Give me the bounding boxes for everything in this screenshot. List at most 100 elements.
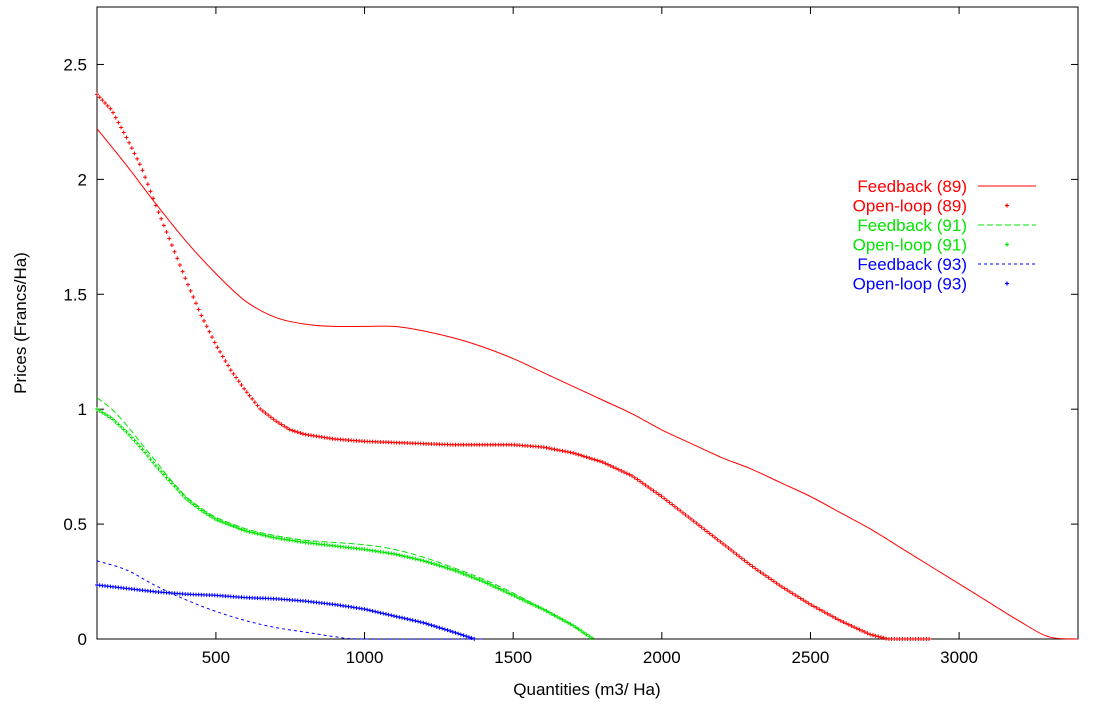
data-point bbox=[854, 626, 859, 631]
data-point bbox=[817, 607, 822, 612]
x-tick-label: 2000 bbox=[643, 648, 681, 667]
data-point bbox=[881, 635, 886, 640]
data-point bbox=[429, 561, 434, 566]
data-point bbox=[678, 508, 683, 513]
data-point bbox=[803, 599, 808, 604]
data-point bbox=[434, 562, 439, 567]
data-point bbox=[589, 636, 594, 641]
data-point bbox=[541, 607, 546, 612]
data-point bbox=[279, 422, 284, 427]
data-point bbox=[236, 379, 241, 384]
data-point bbox=[466, 573, 471, 578]
data-point bbox=[456, 569, 461, 574]
legend-marker bbox=[1005, 203, 1009, 208]
data-point bbox=[552, 613, 557, 618]
data-point bbox=[472, 636, 477, 641]
legend-label: Open-loop (89) bbox=[853, 197, 967, 216]
data-point bbox=[177, 263, 182, 268]
data-point bbox=[718, 539, 723, 544]
legend-marker bbox=[1005, 242, 1009, 247]
data-point bbox=[437, 563, 442, 568]
data-point bbox=[632, 475, 637, 480]
data-point bbox=[156, 466, 161, 471]
data-point bbox=[397, 615, 402, 620]
data-point bbox=[143, 450, 148, 455]
data-point bbox=[223, 521, 228, 526]
data-point bbox=[255, 403, 260, 408]
data-point bbox=[699, 525, 704, 530]
data-point bbox=[95, 92, 99, 97]
data-point bbox=[450, 629, 455, 634]
data-point bbox=[589, 456, 594, 461]
data-point bbox=[466, 635, 471, 640]
data-point bbox=[301, 431, 306, 436]
data-point bbox=[386, 612, 391, 617]
data-point bbox=[747, 562, 752, 567]
data-point bbox=[394, 552, 399, 557]
data-point bbox=[413, 618, 418, 623]
data-point bbox=[477, 578, 482, 583]
data-point bbox=[592, 457, 597, 462]
data-point bbox=[696, 523, 701, 528]
data-point bbox=[207, 513, 212, 518]
data-point bbox=[129, 435, 134, 440]
data-point bbox=[105, 413, 110, 418]
data-point bbox=[876, 634, 881, 639]
data-point bbox=[552, 447, 557, 452]
plot-frame bbox=[96, 6, 1079, 640]
data-point bbox=[694, 521, 699, 526]
data-point bbox=[691, 519, 696, 524]
data-point bbox=[579, 453, 584, 458]
data-point bbox=[421, 620, 426, 625]
data-point bbox=[432, 561, 437, 566]
data-point bbox=[581, 454, 586, 459]
data-point bbox=[739, 556, 744, 561]
x-axis-label: Quantities (m3/ Ha) bbox=[513, 680, 660, 699]
data-point bbox=[268, 534, 273, 539]
data-point bbox=[220, 354, 225, 359]
data-point bbox=[766, 575, 771, 580]
legend-label: Feedback (89) bbox=[857, 177, 967, 196]
data-point bbox=[218, 349, 223, 354]
data-point bbox=[175, 487, 180, 492]
data-point bbox=[565, 620, 570, 625]
y-tick-label: 0.5 bbox=[63, 515, 87, 534]
data-point bbox=[498, 587, 503, 592]
data-point bbox=[250, 396, 255, 401]
data-point bbox=[169, 481, 174, 486]
data-point bbox=[148, 457, 153, 462]
data-point bbox=[244, 390, 249, 395]
data-point bbox=[185, 282, 190, 287]
data-point bbox=[111, 417, 116, 422]
data-point bbox=[873, 633, 878, 638]
data-point bbox=[260, 409, 265, 414]
data-point bbox=[603, 461, 608, 466]
series-line bbox=[96, 397, 591, 640]
data-point bbox=[276, 420, 281, 425]
data-point bbox=[512, 593, 517, 598]
data-point bbox=[549, 611, 554, 616]
data-point bbox=[137, 444, 142, 449]
data-point bbox=[520, 597, 525, 602]
data-point bbox=[576, 452, 581, 457]
data-point bbox=[496, 586, 501, 591]
data-point bbox=[445, 566, 450, 571]
data-point bbox=[528, 601, 533, 606]
data-point bbox=[662, 496, 667, 501]
data-point bbox=[268, 415, 273, 420]
data-point bbox=[159, 216, 164, 221]
data-point bbox=[234, 525, 239, 530]
data-point bbox=[846, 622, 851, 627]
data-point bbox=[442, 565, 447, 570]
data-point bbox=[164, 475, 169, 480]
data-point bbox=[734, 552, 739, 557]
data-point bbox=[258, 532, 263, 537]
data-point bbox=[852, 625, 857, 630]
data-point bbox=[482, 580, 487, 585]
data-point bbox=[461, 571, 466, 576]
data-point bbox=[167, 236, 172, 241]
data-point bbox=[103, 101, 108, 106]
data-point bbox=[710, 533, 715, 538]
data-point bbox=[231, 524, 236, 529]
data-point bbox=[713, 535, 718, 540]
